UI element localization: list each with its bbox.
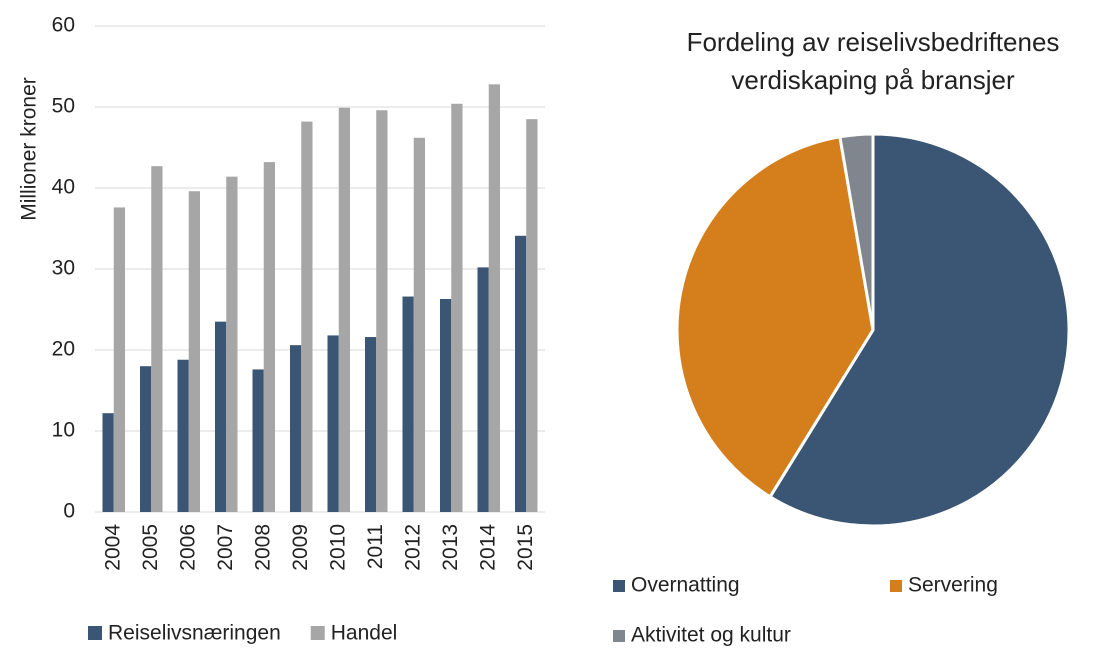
bar	[338, 107, 350, 512]
legend-label: Overnatting	[631, 574, 740, 597]
x-tick-label: 2008	[251, 524, 274, 571]
bar	[526, 119, 538, 513]
bar	[177, 359, 189, 512]
legend-label: Reiselivsnæringen	[108, 622, 281, 645]
bar	[477, 267, 489, 512]
x-tick-label: 2014	[476, 524, 499, 571]
chart-title: Fordeling av reiselivsbedriftenes	[687, 27, 1060, 57]
legend-label: Handel	[331, 622, 398, 645]
y-tick-label: 0	[63, 500, 75, 523]
legend-label: Servering	[908, 574, 998, 597]
bar	[365, 337, 377, 512]
bar	[188, 191, 200, 513]
bar	[226, 176, 238, 512]
bar	[252, 369, 264, 512]
bar	[515, 235, 527, 513]
x-tick-label: 2007	[214, 524, 237, 571]
bar	[440, 298, 452, 512]
x-tick-label: 2011	[364, 524, 387, 569]
bar	[376, 110, 388, 513]
pie-slice	[838, 132, 875, 331]
y-tick-label: 20	[52, 338, 75, 361]
bar	[140, 366, 152, 512]
x-tick-label: 2012	[401, 524, 424, 571]
y-tick-label: 50	[52, 95, 75, 118]
x-tick-label: 2010	[326, 524, 349, 571]
pie-slice	[768, 132, 1071, 528]
bar	[402, 296, 414, 512]
bar	[215, 321, 227, 512]
x-tick-label: 2009	[289, 524, 312, 571]
bar	[413, 137, 425, 512]
bar	[327, 335, 339, 512]
legend-label: Aktivitet og kultur	[631, 624, 791, 647]
bar	[263, 162, 275, 512]
x-tick-label: 2004	[101, 524, 124, 571]
legend-swatch	[890, 580, 902, 592]
bar	[290, 345, 302, 512]
legend-swatch	[613, 580, 625, 592]
bar	[488, 84, 500, 512]
bar	[102, 413, 114, 512]
legend-swatch	[613, 630, 625, 642]
y-tick-label: 60	[52, 14, 75, 37]
bar	[151, 166, 163, 512]
y-tick-label: 30	[52, 257, 75, 280]
y-tick-label: 10	[52, 419, 75, 442]
y-tick-label: 40	[52, 176, 75, 199]
y-axis-label: Millioner kroner	[18, 77, 41, 221]
bar	[113, 207, 125, 512]
x-tick-label: 2015	[514, 524, 537, 571]
legend-swatch	[310, 626, 325, 640]
pie-slice	[675, 135, 875, 499]
x-tick-label: 2005	[139, 524, 162, 571]
x-tick-label: 2013	[439, 524, 462, 571]
chart-title: verdiskaping på bransjer	[731, 65, 1015, 95]
bar	[451, 103, 463, 512]
bar	[301, 121, 313, 512]
legend-swatch	[88, 626, 102, 640]
x-tick-label: 2006	[176, 524, 199, 571]
